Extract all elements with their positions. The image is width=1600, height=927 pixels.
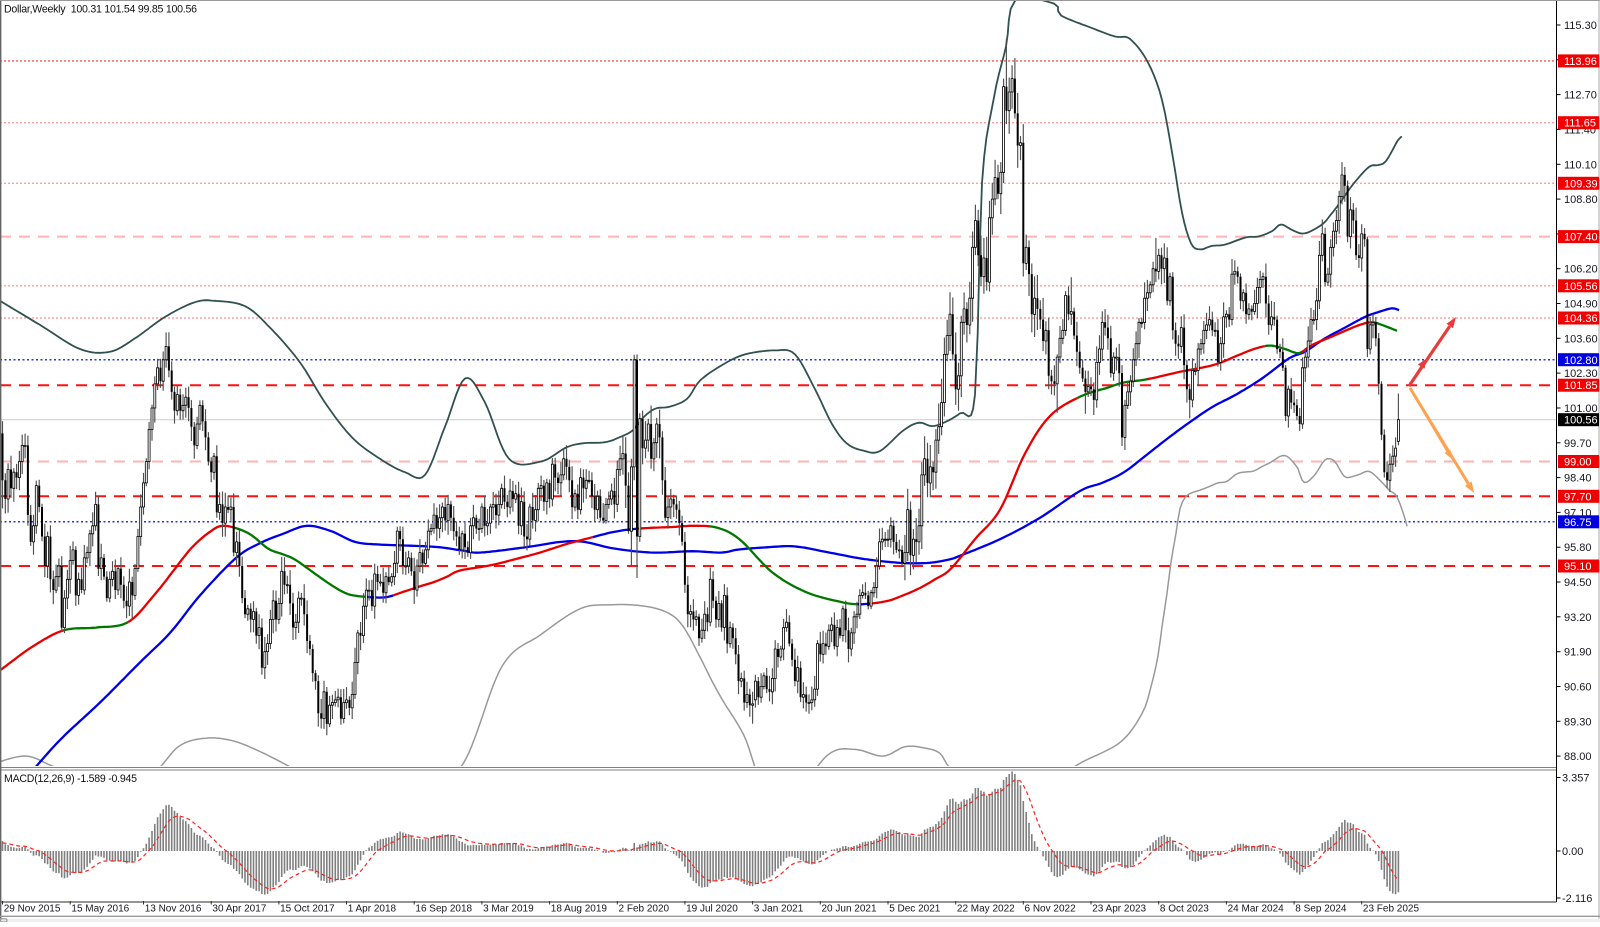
svg-text:95.10: 95.10 bbox=[1564, 561, 1592, 573]
svg-text:3.357: 3.357 bbox=[1562, 773, 1590, 785]
svg-text:109.39: 109.39 bbox=[1564, 178, 1598, 190]
svg-text:13 Nov 2016: 13 Nov 2016 bbox=[145, 904, 202, 915]
svg-text:8 Oct 2023: 8 Oct 2023 bbox=[1160, 904, 1209, 915]
svg-text:113.96: 113.96 bbox=[1564, 56, 1597, 68]
svg-text:29 Nov 2015: 29 Nov 2015 bbox=[4, 904, 61, 915]
svg-text:101.00: 101.00 bbox=[1564, 403, 1598, 415]
svg-text:102.30: 102.30 bbox=[1564, 368, 1598, 380]
svg-text:3 Mar 2019: 3 Mar 2019 bbox=[483, 904, 534, 915]
svg-text:102.80: 102.80 bbox=[1564, 355, 1598, 367]
svg-text:16 Sep 2018: 16 Sep 2018 bbox=[415, 904, 472, 915]
svg-text:104.90: 104.90 bbox=[1564, 299, 1598, 311]
svg-text:1 Apr 2018: 1 Apr 2018 bbox=[348, 904, 397, 915]
svg-text:5 Dec 2021: 5 Dec 2021 bbox=[889, 904, 941, 915]
svg-text:19 Jul 2020: 19 Jul 2020 bbox=[686, 904, 738, 915]
svg-text:97.70: 97.70 bbox=[1564, 491, 1592, 503]
svg-text:6 Nov 2022: 6 Nov 2022 bbox=[1025, 904, 1077, 915]
svg-text:111.65: 111.65 bbox=[1564, 118, 1596, 130]
svg-text:MACD(12,26,9) -1.589 -0.945: MACD(12,26,9) -1.589 -0.945 bbox=[4, 773, 137, 785]
svg-text:24 Mar 2024: 24 Mar 2024 bbox=[1228, 904, 1285, 915]
svg-text:108.80: 108.80 bbox=[1564, 194, 1598, 206]
svg-text:101.85: 101.85 bbox=[1564, 380, 1598, 392]
svg-text:100.56: 100.56 bbox=[1564, 415, 1598, 427]
svg-text:99.00: 99.00 bbox=[1564, 457, 1592, 469]
svg-text:2 Feb 2020: 2 Feb 2020 bbox=[619, 904, 670, 915]
svg-text:96.75: 96.75 bbox=[1564, 517, 1592, 529]
svg-text:106.20: 106.20 bbox=[1564, 264, 1598, 276]
svg-text:95.80: 95.80 bbox=[1564, 542, 1592, 554]
svg-text:15 Oct 2017: 15 Oct 2017 bbox=[280, 904, 335, 915]
svg-text:94.50: 94.50 bbox=[1564, 577, 1592, 589]
svg-text:91.90: 91.90 bbox=[1564, 647, 1592, 659]
svg-text:90.60: 90.60 bbox=[1564, 682, 1592, 694]
svg-text:112.70: 112.70 bbox=[1564, 90, 1597, 102]
svg-text:8 Sep 2024: 8 Sep 2024 bbox=[1295, 904, 1347, 915]
svg-text:99.70: 99.70 bbox=[1564, 438, 1592, 450]
svg-text:Dollar,Weekly 100.31 101.54 9: Dollar,Weekly 100.31 101.54 99.85 100.56 bbox=[4, 4, 197, 16]
svg-text:93.20: 93.20 bbox=[1564, 612, 1592, 624]
svg-text:103.60: 103.60 bbox=[1564, 333, 1598, 345]
svg-text:23 Feb 2025: 23 Feb 2025 bbox=[1363, 904, 1420, 915]
svg-text:30 Apr 2017: 30 Apr 2017 bbox=[212, 904, 266, 915]
svg-text:89.30: 89.30 bbox=[1564, 716, 1592, 728]
svg-text:3 Jan 2021: 3 Jan 2021 bbox=[754, 904, 804, 915]
svg-text:15 May 2016: 15 May 2016 bbox=[71, 904, 129, 915]
svg-text:115.30: 115.30 bbox=[1564, 20, 1597, 32]
svg-text:88.00: 88.00 bbox=[1564, 751, 1592, 763]
svg-text:110.10: 110.10 bbox=[1564, 159, 1597, 171]
svg-text:98.40: 98.40 bbox=[1564, 473, 1592, 485]
svg-text:105.56: 105.56 bbox=[1564, 281, 1598, 293]
svg-text:107.40: 107.40 bbox=[1564, 232, 1598, 244]
svg-text:18 Aug 2019: 18 Aug 2019 bbox=[551, 904, 608, 915]
svg-text:-2.116: -2.116 bbox=[1562, 893, 1592, 905]
svg-text:22 May 2022: 22 May 2022 bbox=[957, 904, 1015, 915]
svg-text:23 Apr 2023: 23 Apr 2023 bbox=[1092, 904, 1146, 915]
svg-text:0.00: 0.00 bbox=[1562, 846, 1583, 858]
svg-text:20 Jun 2021: 20 Jun 2021 bbox=[822, 904, 877, 915]
svg-text:104.36: 104.36 bbox=[1564, 313, 1598, 325]
